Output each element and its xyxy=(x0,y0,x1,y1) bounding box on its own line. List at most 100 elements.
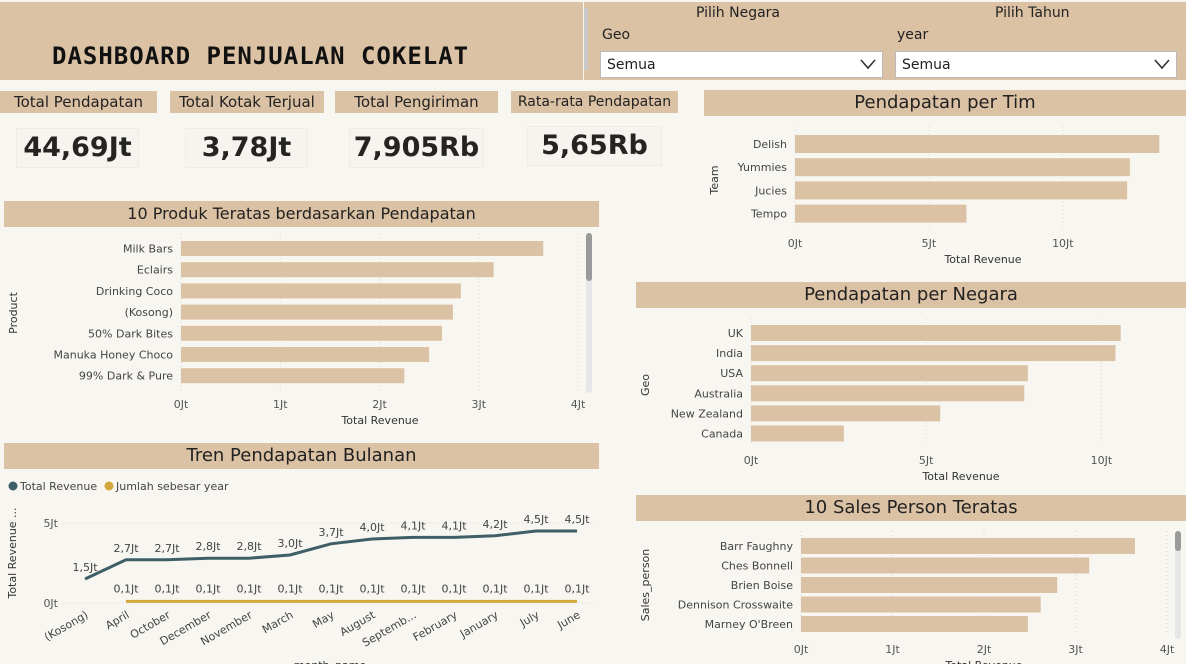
category-label: Dennison Crosswaite xyxy=(678,599,793,612)
x-tick-label: 1Jt xyxy=(273,398,288,411)
x-tick-label: 4Jt xyxy=(1160,643,1175,656)
trend-line-chart: Total Revenue Jumlah sebesar year 0Jt 5Jt To… xyxy=(6,480,595,664)
category-label: Brien Boise xyxy=(731,579,793,592)
data-label-year: 0,1Jt xyxy=(482,582,508,595)
x-tick-label: 0Jt xyxy=(794,643,809,656)
category-label: Eclairs xyxy=(137,264,173,277)
chevron-down-icon xyxy=(1154,59,1170,70)
y-tick-label: 5Jt xyxy=(43,517,58,530)
bar xyxy=(751,405,941,422)
kpi-label-total-boxes: Total Kotak Terjual xyxy=(170,91,324,113)
legend-label-total-revenue: Total Revenue xyxy=(19,480,97,493)
data-label-total-revenue: 4,0Jt xyxy=(359,521,385,534)
bar xyxy=(795,158,1130,177)
scrollbar-thumb xyxy=(1175,531,1181,551)
scrollbar-thumb xyxy=(586,233,592,281)
chevron-down-icon xyxy=(860,59,876,70)
bar xyxy=(751,385,1025,402)
kpi-label-average-revenue: Rata-rata Pendapatan xyxy=(511,91,678,113)
legend-marker-year xyxy=(104,481,114,491)
category-label: USA xyxy=(720,367,743,380)
teams-bar-chart: 0Jt 5Jt 10Jt Delish Yummies Jucies Tempo Total … xyxy=(708,126,1160,266)
series-line-total-revenue xyxy=(84,529,577,581)
bar xyxy=(181,262,494,278)
trend-chart-title: Tren Pendapatan Bulanan xyxy=(4,443,599,469)
category-label: Ches Bonnell xyxy=(721,560,793,573)
country-dropdown-value: Semua xyxy=(607,57,656,73)
category-label: Australia xyxy=(694,387,743,400)
bar xyxy=(181,325,443,341)
year-dropdown-value: Semua xyxy=(902,57,951,73)
x-tick-label: 2Jt xyxy=(372,398,387,411)
salespeople-chart-title: 10 Sales Person Teratas xyxy=(636,495,1186,521)
x-tick-label: 2Jt xyxy=(977,643,992,656)
data-label-year: 0,1Jt xyxy=(400,582,426,595)
data-label-total-revenue: 4,5Jt xyxy=(523,513,549,526)
x-tick-label: 10Jt xyxy=(1052,237,1074,250)
data-label-total-revenue: 2,7Jt xyxy=(113,542,139,555)
data-label-total-revenue: 4,2Jt xyxy=(482,518,508,531)
bar xyxy=(801,616,1028,632)
products-chart-title: 10 Produk Teratas berdasarkan Pendapatan xyxy=(4,201,599,227)
countries-bar-chart: 0Jt 5Jt 10Jt UK India USA Australia New Zealand… xyxy=(639,318,1121,483)
x-tick-label: 0Jt xyxy=(744,454,759,467)
country-dropdown[interactable]: Semua xyxy=(600,51,883,78)
y-axis-title: Team xyxy=(708,165,721,195)
filter-bar: Pilih Negara Geo Semua Pilih Tahun year … xyxy=(584,2,1186,80)
bar xyxy=(795,181,1128,200)
category-label: Delish xyxy=(753,138,787,151)
x-tick-label: March xyxy=(260,608,296,636)
bar xyxy=(751,365,1028,382)
data-label-year: 0,1Jt xyxy=(113,582,139,595)
scrollbar-track xyxy=(1175,531,1181,639)
x-tick-label: (Kosong) xyxy=(42,608,90,643)
data-label-total-revenue: 4,1Jt xyxy=(441,519,467,532)
data-label-total-revenue: 3,0Jt xyxy=(277,537,303,550)
category-label: New Zealand xyxy=(671,407,743,420)
x-tick-label: June xyxy=(554,608,582,632)
data-label-year: 0,1Jt xyxy=(277,582,303,595)
x-tick-label: 1Jt xyxy=(885,643,900,656)
x-tick-label: 5Jt xyxy=(922,237,937,250)
category-label: 50% Dark Bites xyxy=(88,327,173,340)
category-label: Jucies xyxy=(754,184,787,197)
bar xyxy=(181,304,453,320)
data-label-year: 0,1Jt xyxy=(318,582,344,595)
data-label-year: 0,1Jt xyxy=(359,582,385,595)
y-axis-title: Geo xyxy=(639,374,652,396)
bar xyxy=(801,577,1058,593)
kpi-label-total-revenue: Total Pendapatan xyxy=(0,91,157,113)
category-label: Barr Faughny xyxy=(720,540,794,553)
data-label-total-revenue: 4,5Jt xyxy=(564,513,590,526)
y-axis-title: Sales_person xyxy=(639,549,652,622)
bar xyxy=(181,368,405,384)
products-bar-chart: 0Jt 1Jt 2Jt 3Jt 4Jt Milk Bars Eclairs Drinking … xyxy=(7,233,592,427)
category-label: Drinking Coco xyxy=(96,285,173,298)
teams-chart-title: Pendapatan per Tim xyxy=(704,90,1186,116)
x-tick-label: 0Jt xyxy=(788,237,803,250)
data-label-total-revenue: 4,1Jt xyxy=(400,519,426,532)
x-tick-label: 10Jt xyxy=(1091,454,1113,467)
kpi-value-average-revenue: 5,65Rb xyxy=(527,126,662,166)
category-label: India xyxy=(716,347,743,360)
filter-divider xyxy=(584,8,588,70)
year-dropdown[interactable]: Semua xyxy=(895,51,1177,78)
data-label-year: 0,1Jt xyxy=(523,582,549,595)
bar xyxy=(751,325,1121,341)
data-label-year: 0,1Jt xyxy=(441,582,467,595)
category-label: Marney O'Breen xyxy=(705,618,793,631)
bar xyxy=(181,283,461,299)
x-tick-label: January xyxy=(457,608,501,641)
category-label: Manuka Honey Choco xyxy=(54,349,174,362)
x-tick-label: February xyxy=(411,608,460,644)
bar xyxy=(181,241,544,256)
countries-chart-title: Pendapatan per Negara xyxy=(636,282,1186,308)
data-label-year: 0,1Jt xyxy=(236,582,262,595)
category-label: Milk Bars xyxy=(123,243,173,256)
bar xyxy=(801,596,1041,613)
x-tick-label: 4Jt xyxy=(571,398,586,411)
x-tick-label: 3Jt xyxy=(471,398,486,411)
category-label: Tempo xyxy=(750,208,787,221)
x-axis-title: Total Revenue xyxy=(921,470,999,483)
year-filter-caption: Pilih Tahun xyxy=(995,5,1070,21)
